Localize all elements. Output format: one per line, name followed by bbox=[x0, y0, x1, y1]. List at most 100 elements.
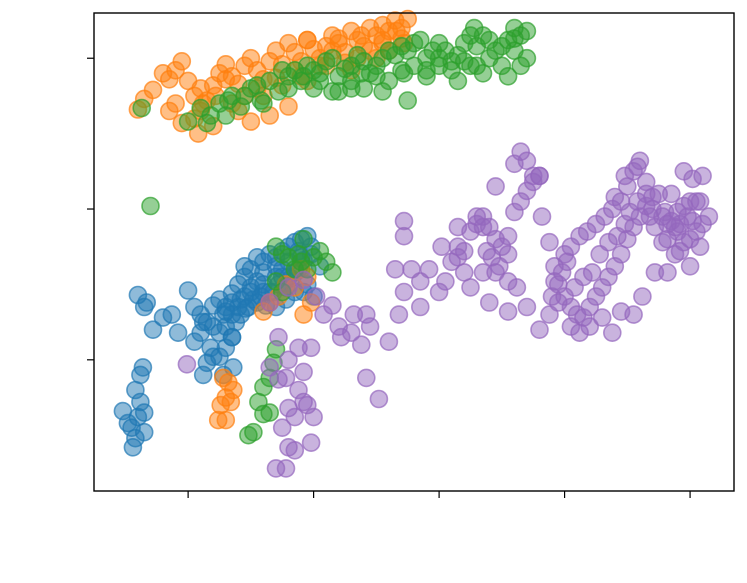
data-point bbox=[582, 263, 602, 282]
data-point bbox=[297, 30, 317, 50]
data-point bbox=[498, 245, 518, 264]
data-point bbox=[272, 61, 292, 80]
data-point bbox=[123, 437, 143, 457]
data-point bbox=[166, 94, 185, 113]
data-point bbox=[690, 237, 710, 256]
data-point bbox=[289, 245, 308, 264]
data-point bbox=[168, 323, 188, 343]
data-point bbox=[247, 76, 267, 95]
series-2 bbox=[132, 18, 537, 445]
data-point bbox=[285, 407, 305, 427]
data-point bbox=[690, 192, 710, 211]
points-layer bbox=[113, 9, 719, 478]
data-point bbox=[235, 86, 254, 106]
data-point bbox=[628, 157, 647, 177]
data-point bbox=[219, 91, 238, 110]
data-point bbox=[369, 389, 389, 409]
data-point bbox=[285, 440, 305, 460]
data-point bbox=[323, 82, 342, 101]
data-point bbox=[178, 112, 198, 131]
data-point bbox=[532, 207, 552, 226]
data-point bbox=[602, 323, 622, 343]
data-point bbox=[540, 232, 559, 252]
data-point bbox=[680, 256, 700, 276]
data-point bbox=[341, 323, 361, 343]
data-point bbox=[177, 354, 197, 374]
data-point bbox=[394, 64, 414, 83]
data-point bbox=[341, 79, 361, 98]
data-point bbox=[197, 113, 217, 133]
data-point bbox=[429, 48, 449, 68]
data-point bbox=[141, 196, 160, 216]
data-point bbox=[394, 226, 414, 246]
data-point bbox=[486, 177, 505, 196]
data-point bbox=[477, 241, 497, 261]
data-point bbox=[624, 305, 643, 324]
data-point bbox=[272, 418, 292, 438]
data-point bbox=[605, 187, 625, 207]
data-point bbox=[241, 112, 261, 131]
data-point bbox=[134, 422, 154, 442]
data-point bbox=[143, 80, 163, 100]
data-point bbox=[266, 459, 286, 478]
data-point bbox=[301, 433, 321, 453]
data-point bbox=[473, 217, 493, 237]
series-3 bbox=[177, 142, 719, 478]
data-point bbox=[344, 305, 364, 324]
data-point bbox=[419, 259, 439, 279]
data-point bbox=[432, 237, 451, 256]
data-point bbox=[498, 67, 518, 86]
data-point bbox=[351, 64, 371, 83]
data-point bbox=[279, 97, 298, 116]
data-point bbox=[113, 401, 133, 421]
data-point bbox=[636, 172, 656, 192]
data-point bbox=[633, 287, 652, 306]
data-point bbox=[323, 48, 342, 68]
data-point bbox=[592, 308, 612, 327]
data-point bbox=[294, 270, 313, 290]
data-point bbox=[323, 296, 342, 315]
data-point bbox=[674, 162, 694, 181]
ticks-layer bbox=[87, 57, 691, 498]
data-point bbox=[197, 353, 217, 373]
data-point bbox=[356, 368, 376, 388]
data-point bbox=[394, 282, 414, 302]
data-point bbox=[498, 302, 518, 321]
data-point bbox=[479, 293, 499, 312]
data-point bbox=[134, 297, 154, 317]
data-point bbox=[276, 368, 296, 388]
data-point bbox=[329, 29, 349, 48]
data-point bbox=[661, 184, 681, 204]
data-point bbox=[301, 338, 321, 358]
data-point bbox=[133, 358, 153, 377]
data-point bbox=[279, 278, 298, 297]
data-point bbox=[658, 214, 677, 234]
data-point bbox=[239, 425, 258, 445]
data-point bbox=[398, 91, 418, 110]
data-point bbox=[448, 71, 468, 91]
data-point bbox=[507, 278, 527, 297]
data-point bbox=[304, 407, 323, 427]
data-point bbox=[178, 281, 198, 300]
data-point bbox=[222, 327, 242, 347]
data-point bbox=[373, 82, 392, 101]
data-point bbox=[132, 98, 151, 118]
data-point bbox=[279, 79, 298, 98]
data-point bbox=[323, 263, 342, 282]
data-point bbox=[191, 323, 210, 343]
data-point bbox=[351, 26, 371, 45]
data-point bbox=[486, 263, 505, 282]
data-point bbox=[389, 305, 409, 324]
data-point bbox=[417, 67, 436, 86]
data-point bbox=[162, 305, 182, 324]
data-point bbox=[385, 259, 405, 279]
data-point bbox=[398, 9, 418, 29]
data-point bbox=[294, 362, 313, 382]
data-point bbox=[670, 241, 690, 261]
data-point bbox=[461, 56, 480, 76]
data-point bbox=[216, 106, 236, 125]
data-point bbox=[360, 317, 380, 336]
data-point bbox=[143, 320, 163, 340]
data-point bbox=[172, 51, 192, 71]
